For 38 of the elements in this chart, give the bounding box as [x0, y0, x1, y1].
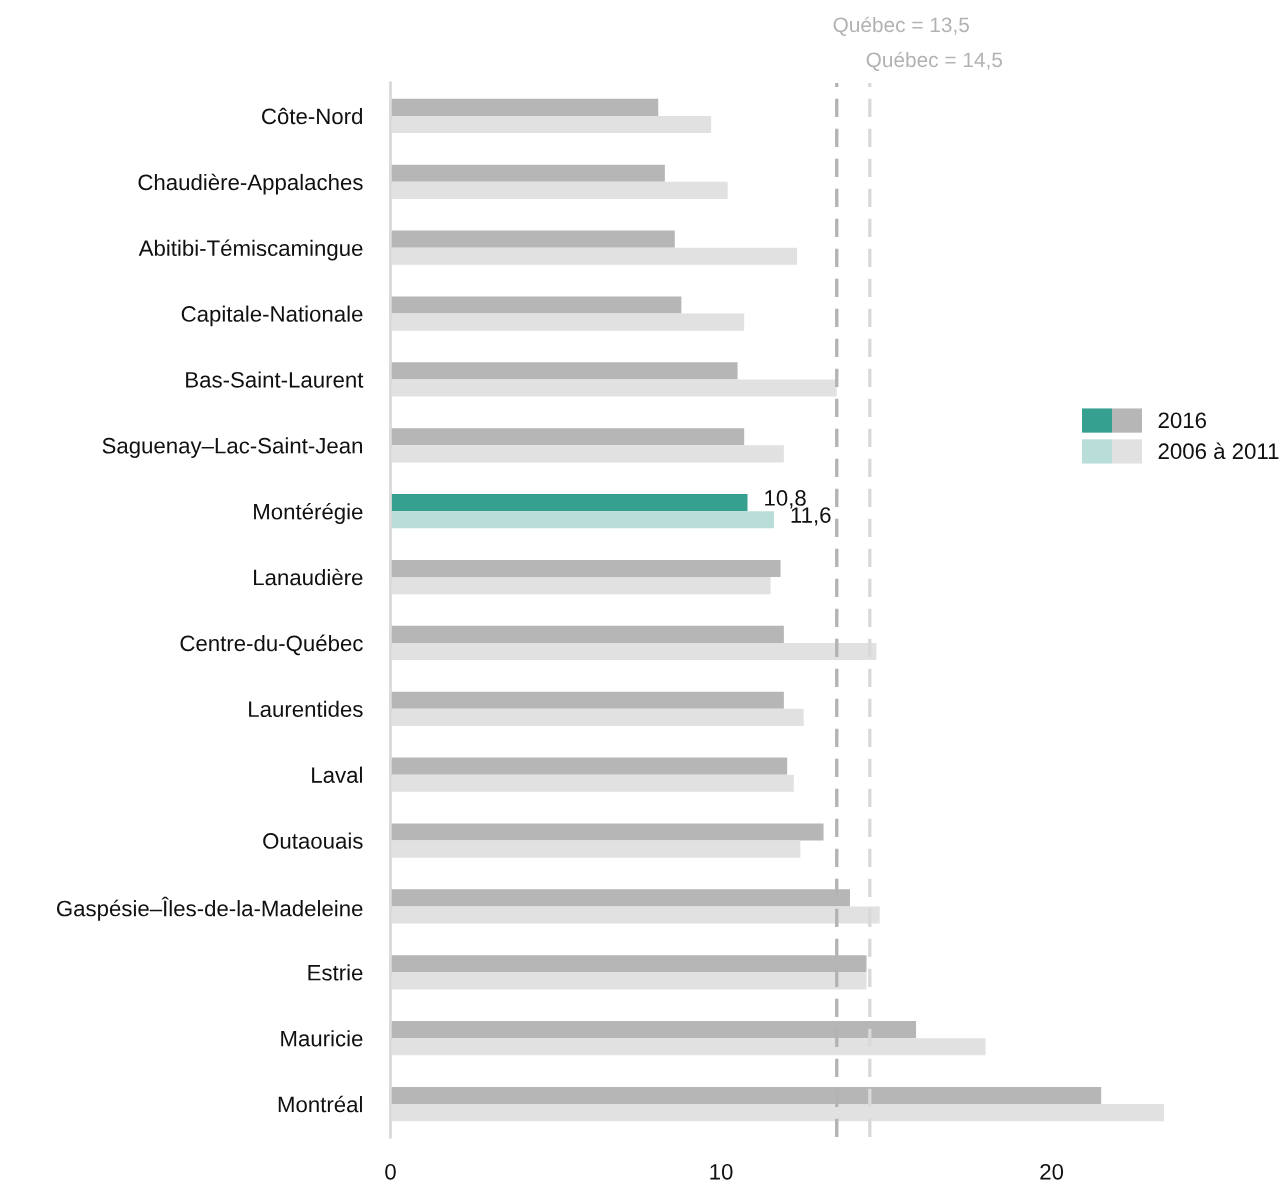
y-tick-label: Montréal [278, 1095, 362, 1113]
y-tick-label: Mauricie [281, 1030, 363, 1047]
bar [390, 230, 675, 248]
bar [390, 559, 781, 578]
y-tick-label: Gaspésie–Îles-de-la-Madeleine [56, 896, 363, 921]
ref-line-label: Québec = 14,5 [866, 51, 1003, 71]
x-tick-label: 0 [385, 1163, 396, 1180]
y-tick-label: Laval [312, 766, 362, 783]
y-tick-label: Abitibi-Témiscamingue [138, 239, 363, 261]
legend-label: 2016 [1158, 412, 1207, 429]
bar [390, 428, 745, 446]
bar [390, 164, 665, 182]
y-tick-label: Capitale-Nationale [181, 305, 363, 327]
y-tick-label: Montérégie [254, 503, 363, 524]
ref-line-label: Québec = 13,5 [833, 16, 969, 36]
bar [390, 296, 682, 314]
y-tick-label: Laurentides [249, 700, 363, 718]
y-tick-label: Saguenay–Lac-Saint-Jean [102, 437, 362, 458]
bar [390, 362, 738, 380]
bar [390, 494, 748, 512]
data-label: 11,6 [791, 507, 831, 526]
bar [390, 823, 824, 841]
y-tick-label: Outaouais [263, 832, 363, 849]
bar [390, 691, 784, 709]
data-label: 10,8 [765, 490, 806, 509]
bar [390, 511, 774, 529]
legend-label: 2006 à 2011 [1158, 442, 1279, 460]
bar [390, 98, 659, 116]
y-tick-label: Chaudière-Appalaches [138, 173, 363, 195]
y-tick-label: Côte-Nord [262, 107, 362, 125]
bar [390, 625, 784, 643]
y-tick-label: Lanaudière [254, 568, 363, 586]
bar [390, 757, 788, 775]
y-tick-label: Centre-du-Québec [180, 634, 363, 656]
y-tick-label: Estrie [308, 964, 363, 981]
x-tick-label: 20 [1040, 1163, 1064, 1180]
y-tick-label: Bas-Saint-Laurent [186, 371, 364, 388]
x-tick-label: 10 [710, 1163, 733, 1180]
